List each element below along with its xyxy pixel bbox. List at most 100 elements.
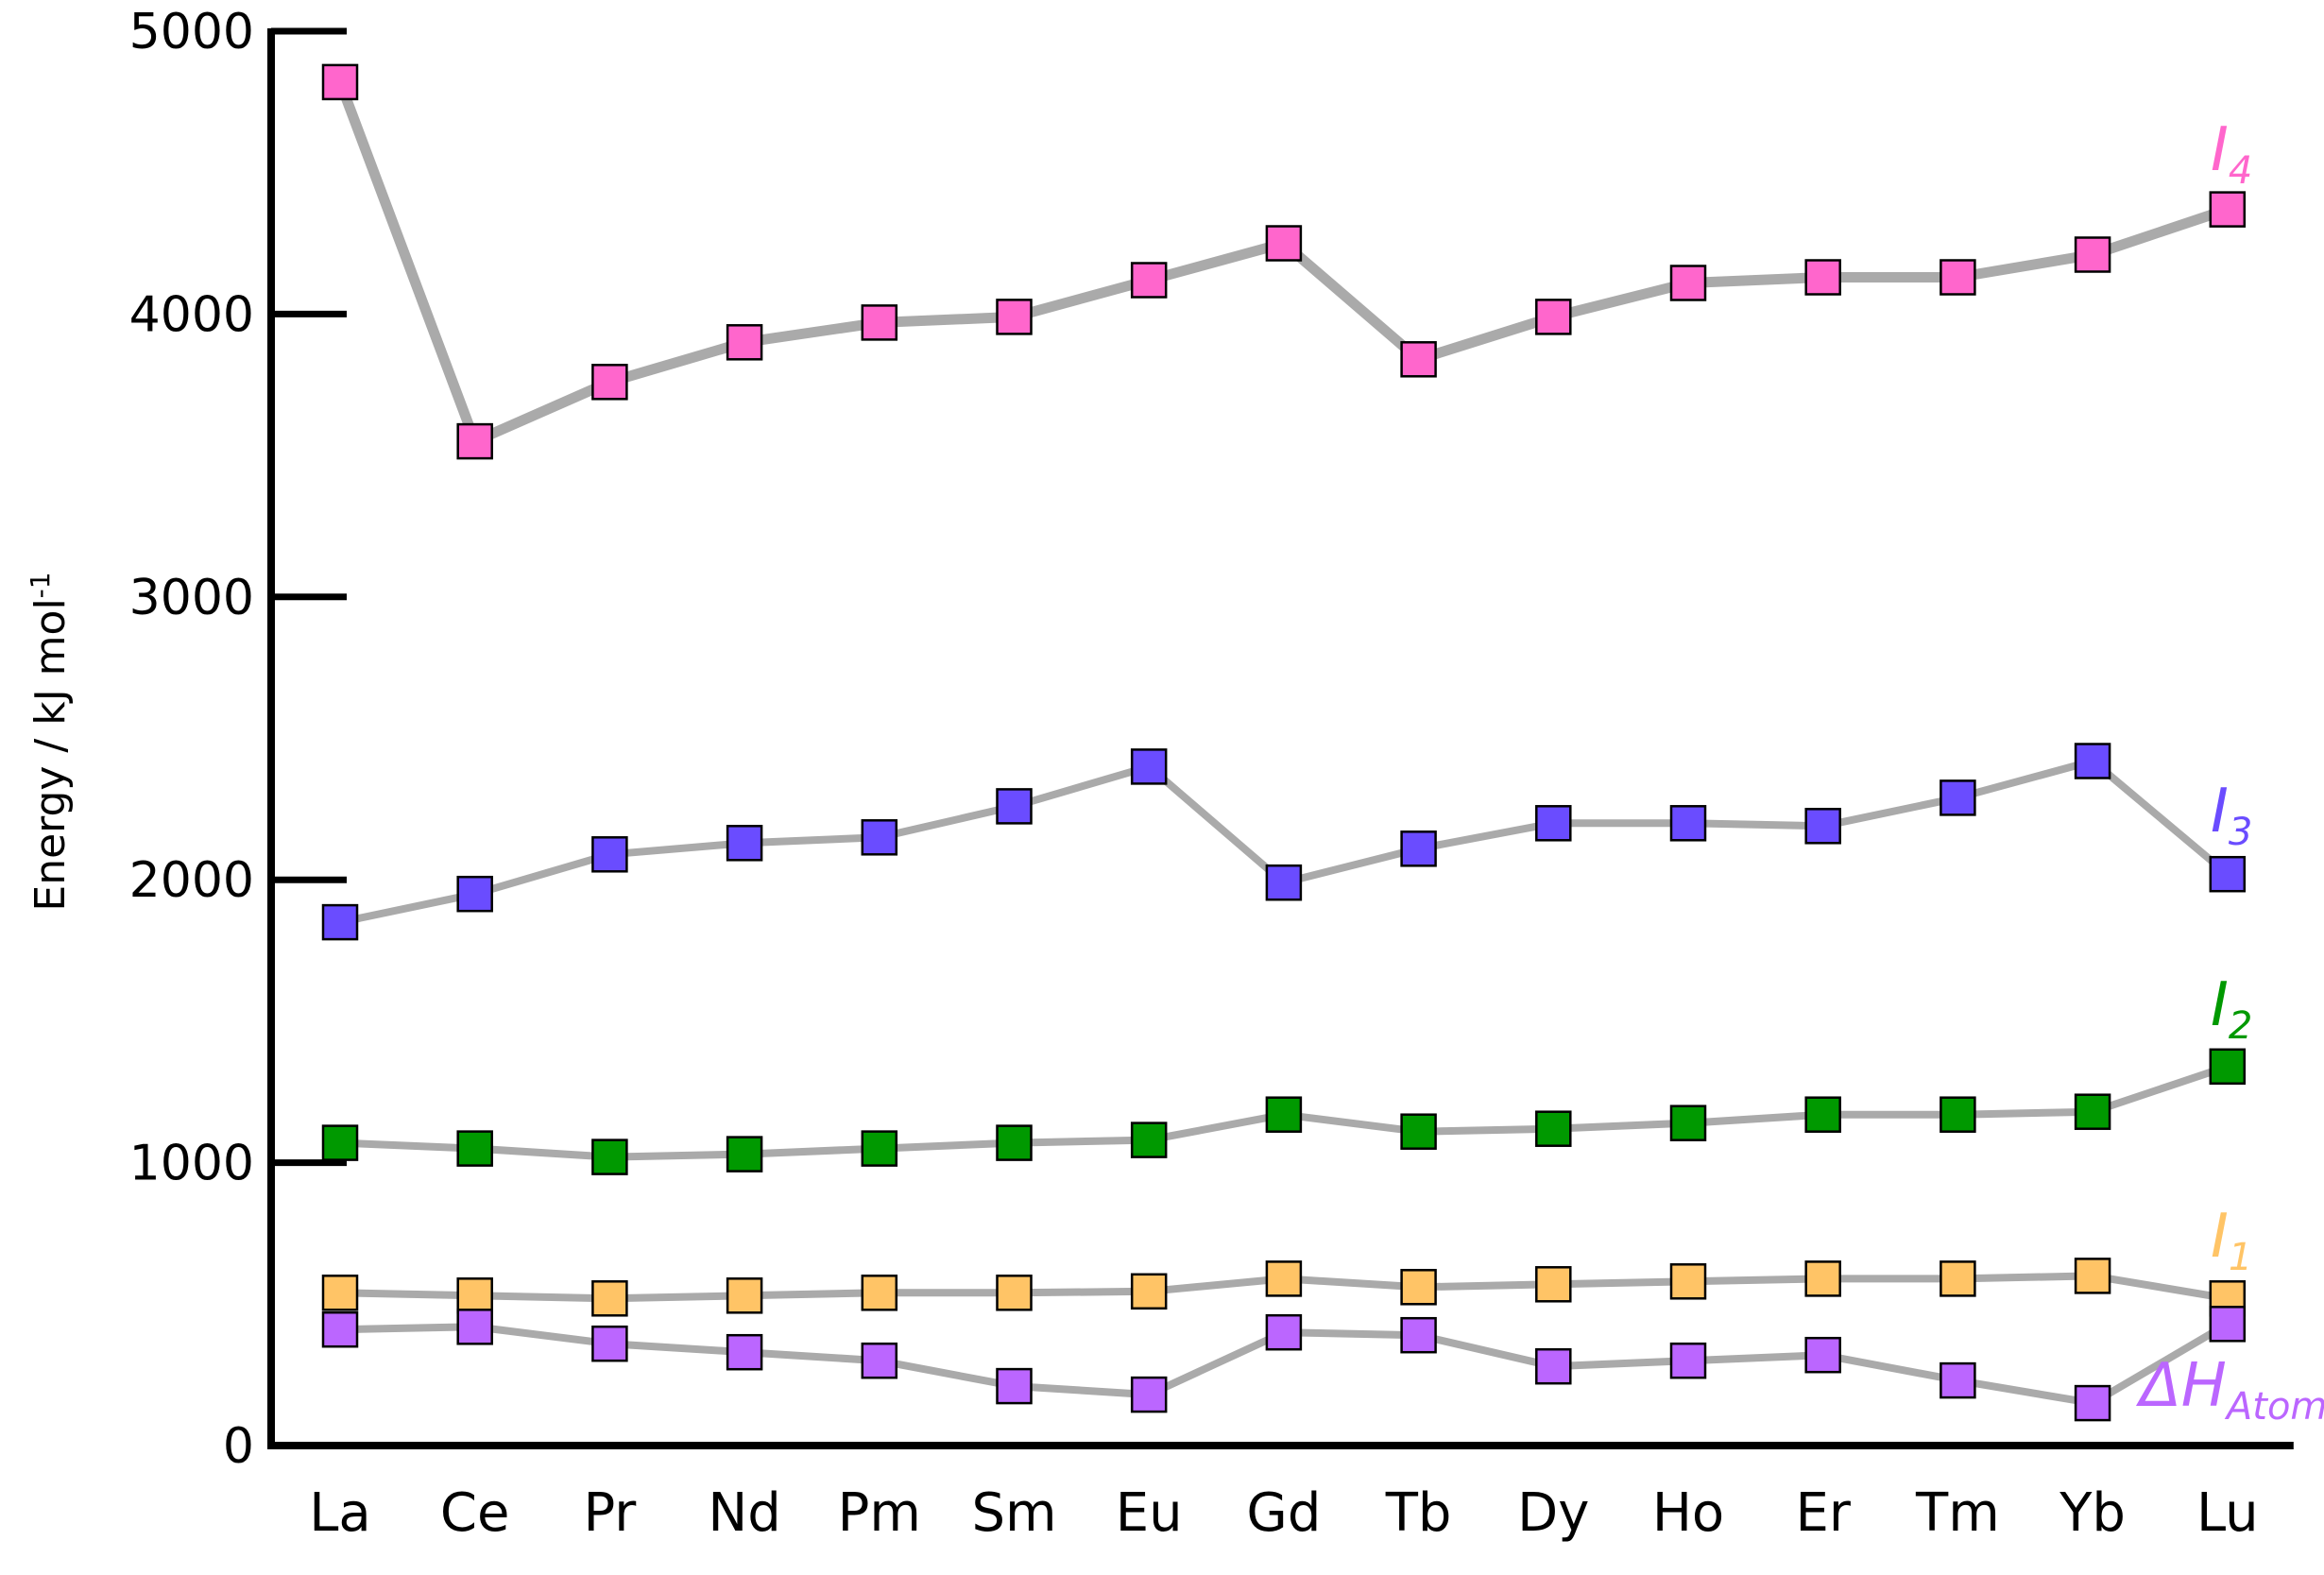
x-tick-label: Dy — [1517, 1482, 1589, 1544]
series-label-subscript: Atom — [2224, 1385, 2324, 1429]
data-point — [1940, 1361, 1976, 1399]
axes: 0 1000 2000 3000 4000 5000 La Ce Pr Nd Pm Sm Eu Gd Tb D… — [129, 4, 2294, 1544]
x-tick-label: Pm — [838, 1482, 921, 1544]
data-point — [2074, 236, 2111, 273]
data-point — [1669, 1342, 1707, 1379]
data-point — [2074, 1258, 2111, 1294]
data-point — [1130, 1376, 1168, 1413]
y-axis-label: Energy / kJ mol-1 — [25, 572, 75, 911]
data-point — [726, 1136, 763, 1173]
y-tick-label: 0 — [223, 1418, 254, 1475]
data-point — [996, 788, 1033, 825]
series-label: I2 — [2211, 970, 2252, 1048]
data-point — [1130, 262, 1168, 299]
data-point — [2074, 743, 2111, 779]
data-point — [861, 1130, 898, 1167]
data-point — [1400, 1113, 1437, 1150]
data-point — [456, 875, 493, 913]
data-point — [2074, 1384, 2111, 1422]
data-point — [456, 422, 493, 460]
data-point — [456, 1309, 493, 1345]
x-tick-label: Tm — [1915, 1482, 2000, 1544]
data-point — [1265, 1313, 1303, 1351]
series-label-subscript: 2 — [2229, 1004, 2252, 1048]
series-label-subscript: 4 — [2229, 149, 2252, 193]
data-point — [2209, 855, 2247, 893]
data-point — [1669, 1263, 1707, 1300]
data-point — [321, 63, 359, 101]
data-point — [591, 1280, 628, 1317]
series-label-subscript: 3 — [2229, 811, 2252, 854]
series-label-name: I — [2211, 777, 2229, 847]
y-tick-label: 2000 — [129, 852, 254, 909]
data-point — [1265, 1260, 1303, 1297]
data-point — [1130, 1121, 1168, 1158]
data-point — [861, 304, 898, 341]
data-point — [2209, 1048, 2247, 1086]
data-point — [1130, 748, 1168, 785]
y-tick-label: 3000 — [129, 570, 254, 626]
data-point — [996, 1367, 1033, 1405]
series-label: I4 — [2211, 115, 2252, 193]
data-point — [1535, 299, 1572, 335]
data-point — [1669, 805, 1707, 842]
data-point — [1400, 1269, 1437, 1306]
x-tick-label: Sm — [971, 1482, 1056, 1544]
data-point — [726, 825, 763, 862]
data-point — [1940, 1096, 1976, 1133]
y-tick-label: 1000 — [129, 1136, 254, 1192]
x-tick-label: Er — [1795, 1482, 1851, 1544]
series-markers — [321, 63, 2247, 1422]
data-point — [1804, 1096, 1841, 1133]
data-point — [1535, 1266, 1572, 1303]
data-point — [1400, 341, 1437, 378]
series-label: I3 — [2211, 777, 2252, 854]
data-point — [1400, 830, 1437, 867]
series-label-name: I — [2211, 1202, 2229, 1272]
data-point — [1940, 1260, 1976, 1297]
data-point — [1804, 808, 1841, 845]
data-point — [1535, 805, 1572, 842]
data-point — [591, 1325, 628, 1362]
y-tick-label: 4000 — [129, 286, 254, 343]
data-point — [1535, 1347, 1572, 1385]
data-point — [321, 903, 359, 941]
y-axis-label-superscript: -1 — [25, 572, 56, 598]
data-point — [861, 1342, 898, 1379]
data-point — [726, 324, 763, 361]
data-point — [1535, 1110, 1572, 1147]
x-tick-label: Tb — [1385, 1482, 1452, 1544]
series-label: I1 — [2211, 1202, 2252, 1279]
data-point — [2209, 191, 2247, 228]
x-tick-label: Lu — [2196, 1482, 2259, 1544]
x-tick-label: Pr — [583, 1482, 637, 1544]
x-tick-label: Ce — [440, 1482, 510, 1544]
x-tick-label: Ho — [1652, 1482, 1724, 1544]
data-point — [456, 1277, 493, 1314]
data-point — [1804, 1260, 1841, 1297]
data-point — [861, 819, 898, 856]
series-label-name: I — [2211, 970, 2229, 1040]
data-point — [1669, 265, 1707, 301]
data-point — [1940, 779, 1976, 816]
data-point — [996, 1275, 1033, 1311]
data-point — [996, 1124, 1033, 1161]
data-point — [1265, 225, 1303, 262]
data-point — [321, 1275, 359, 1311]
y-tick-label: 5000 — [129, 4, 254, 60]
x-tick-label: Gd — [1246, 1482, 1321, 1544]
series-label: ΔHAtom — [2135, 1351, 2324, 1429]
series-label-subscript: 1 — [2229, 1236, 2252, 1279]
data-point — [2074, 1093, 2111, 1130]
x-tick-label: Nd — [708, 1482, 780, 1544]
data-point — [591, 364, 628, 401]
data-point — [591, 836, 628, 873]
series-label-name: ΔH — [2135, 1351, 2227, 1421]
data-point — [1669, 1104, 1707, 1141]
data-point — [996, 299, 1033, 335]
data-point — [591, 1138, 628, 1175]
series-label-name: I — [2211, 115, 2229, 185]
data-point — [456, 1130, 493, 1167]
data-point — [1265, 1096, 1303, 1133]
